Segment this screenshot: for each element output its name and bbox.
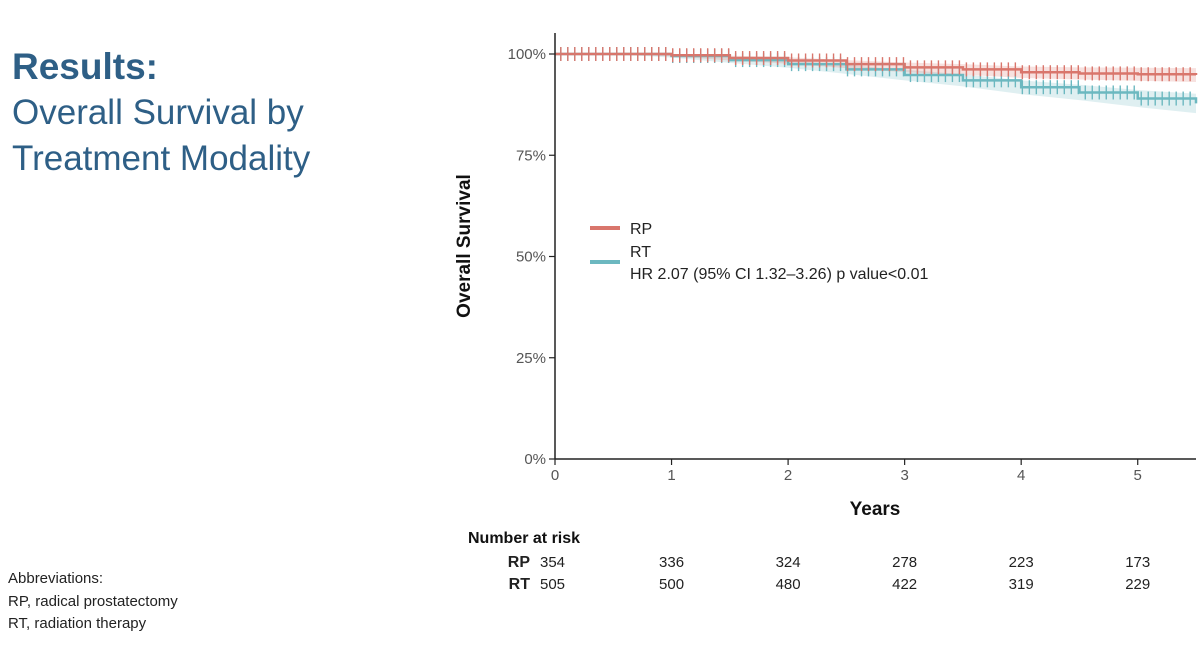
abbreviation-rp: RP, radical prostatectomy bbox=[8, 592, 178, 610]
title-line-1: Results: bbox=[12, 46, 158, 87]
risk-value-rt: 500 bbox=[659, 576, 684, 593]
x-tick-label: 4 bbox=[1017, 467, 1025, 484]
slide-title: Results: Overall Survival by Treatment M… bbox=[12, 44, 310, 182]
hazard-ratio-annotation: HR 2.07 (95% CI 1.32–3.26) p value<0.01 bbox=[630, 266, 929, 283]
risk-values: 354 336 324 278 223 173 505 500 480 422 319 229 bbox=[540, 554, 1150, 593]
y-axis-title: Overall Survival bbox=[454, 174, 475, 318]
legend: RP RT HR 2.07 (95% CI 1.32–3.26) p value… bbox=[590, 221, 929, 283]
risk-value-rp: 354 bbox=[540, 554, 565, 571]
x-tick-label: 3 bbox=[900, 467, 908, 484]
y-tick-label: 75% bbox=[516, 147, 546, 164]
title-line-3: Treatment Modality bbox=[12, 139, 311, 178]
risk-value-rp: 223 bbox=[1009, 554, 1034, 571]
risk-value-rt: 422 bbox=[892, 576, 917, 593]
legend-label-rt: RT bbox=[630, 244, 651, 261]
risk-value-rp: 173 bbox=[1125, 554, 1150, 571]
x-tick-label: 1 bbox=[667, 467, 675, 484]
risk-value-rt: 505 bbox=[540, 576, 565, 593]
risk-value-rt: 480 bbox=[776, 576, 801, 593]
y-tick-label: 50% bbox=[516, 249, 546, 266]
risk-table: Number at risk RP RT 354 336 324 278 223 173 5… bbox=[468, 530, 1150, 593]
abbreviations-heading: Abbreviations: bbox=[8, 570, 104, 587]
x-ticks: 0 1 2 3 4 5 bbox=[551, 459, 1142, 484]
legend-label-rp: RP bbox=[630, 221, 652, 238]
axes: 0% 25% 50% 75% 100% 0 1 2 3 4 5 bbox=[508, 33, 1196, 484]
risk-row-name-rt: RT bbox=[509, 576, 531, 593]
risk-value-rt: 229 bbox=[1125, 576, 1150, 593]
y-tick-label: 100% bbox=[508, 46, 546, 63]
x-tick-label: 0 bbox=[551, 467, 559, 484]
y-tick-label: 25% bbox=[516, 350, 546, 367]
censor-marks bbox=[560, 47, 1191, 106]
x-tick-label: 5 bbox=[1134, 467, 1142, 484]
abbreviation-rt: RT, radiation therapy bbox=[8, 615, 147, 632]
risk-value-rp: 324 bbox=[776, 554, 801, 571]
risk-row-name-rp: RP bbox=[508, 554, 531, 571]
y-ticks: 0% 25% 50% 75% 100% bbox=[508, 46, 555, 468]
risk-value-rp: 336 bbox=[659, 554, 684, 571]
risk-value-rt: 319 bbox=[1009, 576, 1034, 593]
risk-table-title: Number at risk bbox=[468, 530, 580, 547]
x-tick-label: 2 bbox=[784, 467, 792, 484]
abbreviations-block: Abbreviations: RP, radical prostatectomy… bbox=[8, 568, 178, 636]
title-line-2: Overall Survival by bbox=[12, 93, 304, 132]
x-axis-title: Years bbox=[850, 499, 901, 520]
y-tick-label: 0% bbox=[524, 451, 546, 468]
risk-value-rp: 278 bbox=[892, 554, 917, 571]
